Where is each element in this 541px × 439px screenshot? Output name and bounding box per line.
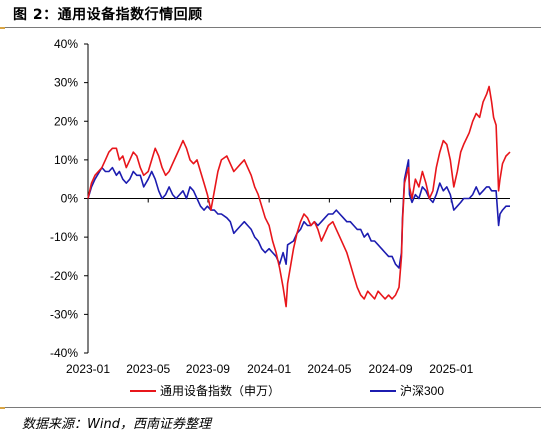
corner-mark-bottom — [0, 407, 5, 409]
y-tick-label: -40% — [50, 346, 78, 360]
y-axis: -40% -30% -20% -10% 0% 10% 20% 30% 40% — [50, 37, 89, 360]
corner-mark-top — [0, 27, 5, 29]
x-tick-label: 2023-01 — [66, 362, 110, 376]
legend: 通用设备指数（申万） 沪深300 — [130, 383, 444, 398]
x-tick-label: 2023-09 — [186, 362, 230, 376]
title-rule — [0, 27, 541, 28]
y-tick-label: -30% — [50, 307, 78, 321]
x-tick-label: 2024-01 — [247, 362, 291, 376]
series-line-1 — [87, 85, 511, 308]
bottom-rule — [0, 407, 541, 408]
plot-area — [87, 85, 511, 308]
y-tick-label: -20% — [50, 269, 78, 283]
source-note: 数据来源：Wind，西南证券整理 — [22, 417, 211, 432]
y-tick-label: 0% — [61, 192, 79, 206]
x-tick-label: 2023-05 — [126, 362, 170, 376]
series-line-2 — [87, 159, 510, 269]
y-tick-label: -10% — [50, 230, 78, 244]
x-tick-label: 2024-09 — [369, 362, 413, 376]
x-tick-label: 2025-01 — [429, 362, 473, 376]
y-tick-label: 10% — [54, 153, 78, 167]
line-chart: -40%-30%-20%-10%0%10%20%30%40% 2023-01 20… — [50, 37, 511, 398]
x-tick-label: 2024-05 — [307, 362, 351, 376]
y-tick-label: 20% — [54, 114, 78, 128]
figure-title: 图 2：通用设备指数行情回顾 — [13, 7, 203, 23]
y-tick-label: 30% — [54, 76, 78, 90]
legend-label: 沪深300 — [400, 384, 444, 398]
x-axis: 2023-01 2023-05 2023-09 2024-01 2024-05 2024-… — [66, 198, 510, 376]
y-tick-label: 40% — [54, 37, 78, 51]
legend-label: 通用设备指数（申万） — [160, 383, 280, 398]
